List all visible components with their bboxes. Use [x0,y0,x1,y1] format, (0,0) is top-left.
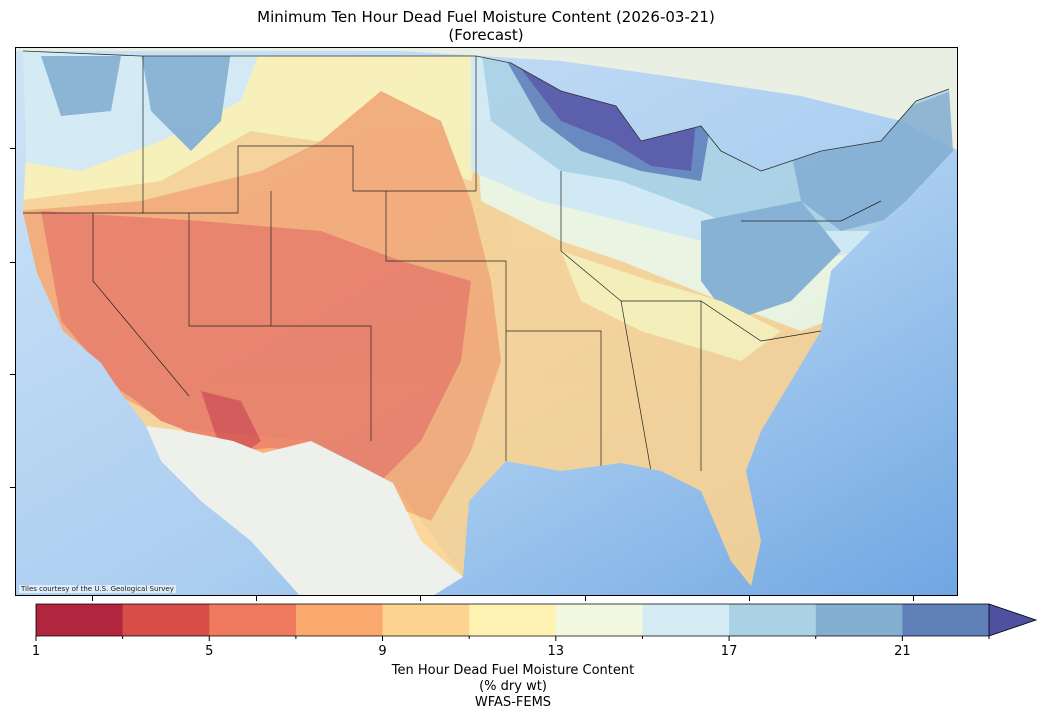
colorbar-tick-label: 5 [205,644,214,659]
title-line-2: (Forecast) [448,26,524,44]
colorbar-segment [902,604,990,636]
y-tick [10,374,15,375]
colorbar-segment [36,604,124,636]
y-tick [10,487,15,488]
colorbar-segment [729,604,817,636]
fuel-moisture-map[interactable]: Tiles courtesy of the U.S. Geological Su… [15,47,958,596]
colorbar-label-line-1: Ten Hour Dead Fuel Moisture Content [391,663,635,678]
state-boundaries [23,56,882,472]
x-tick [256,596,257,601]
us-border [22,50,950,172]
x-tick [585,596,586,601]
map-title: Minimum Ten Hour Dead Fuel Moisture Cont… [0,8,972,44]
x-tick [913,596,914,601]
colorbar-tick-label: 21 [894,644,911,659]
colorbar-segment [642,604,730,636]
colorbar-segment [815,604,903,636]
y-tick [10,262,15,263]
colorbar-extend-arrow [988,603,1038,637]
mexico-land [146,426,463,595]
colorbar-tick-label: 9 [378,644,387,659]
colorbar-tick-label: 1 [31,644,41,659]
x-tick [420,596,421,601]
colorbar-segment [209,604,297,636]
colorbar-segment [122,604,210,636]
colorbar-tick-label: 17 [720,644,738,659]
colorbar-source: WFAS-FEMS [474,695,552,710]
colorbar-segment [295,604,384,636]
title-line-1: Minimum Ten Hour Dead Fuel Moisture Cont… [257,8,715,26]
colorbar-segment [469,604,557,636]
colorbar-segment [382,604,470,636]
canada-land [16,48,957,150]
colorbar-tick-label: 13 [547,644,565,659]
tile-attribution: Tiles courtesy of the U.S. Geological Su… [19,585,176,593]
colorbar-outline [35,603,989,637]
x-tick [92,596,93,601]
colorbar [35,603,1038,641]
y-tick [10,148,15,149]
colorbar-segment [555,604,643,636]
x-tick [749,596,750,601]
colorbar-label-line-2: (% dry wt) [479,679,547,694]
map-canvas [16,48,957,595]
colorbar-label: Ten Hour Dead Fuel Moisture Content (% d… [0,663,1026,711]
